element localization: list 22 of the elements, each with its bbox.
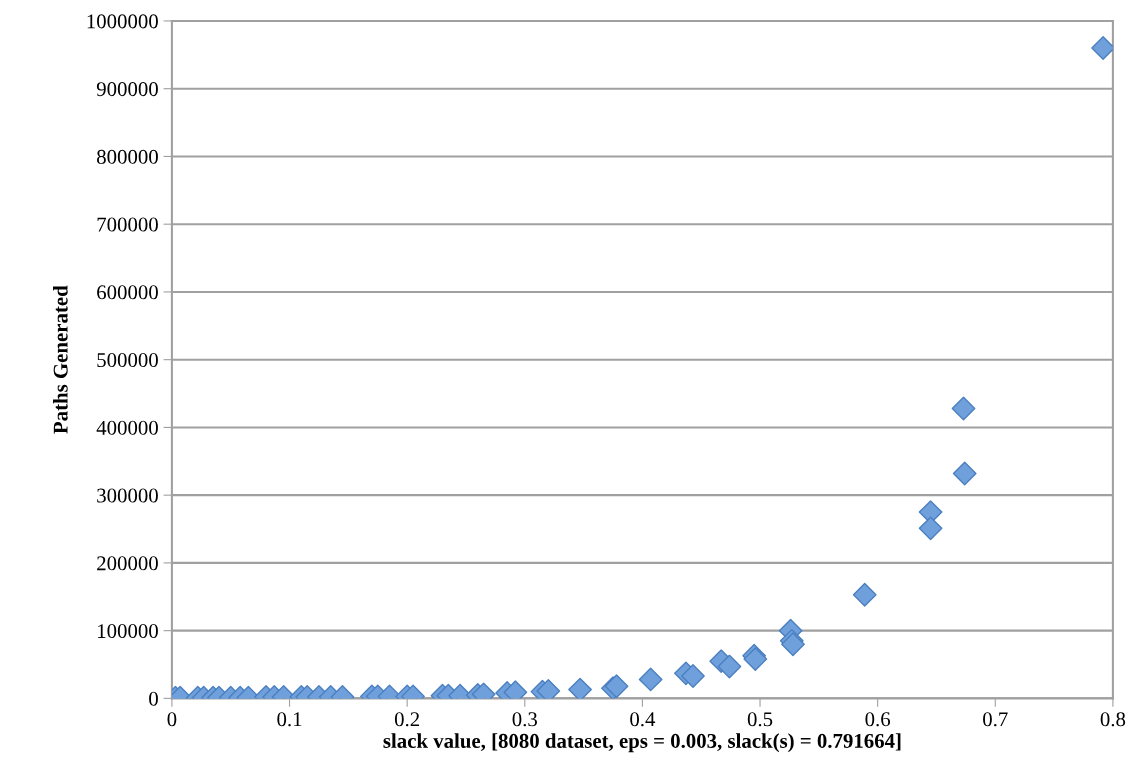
y-tick-label: 300000 xyxy=(97,488,158,503)
x-tick-label: 0.3 xyxy=(512,712,537,727)
y-tick-label: 1000000 xyxy=(87,14,158,29)
x-tick-label: 0 xyxy=(167,712,177,727)
y-tick-label: 500000 xyxy=(97,353,158,368)
y-tick-label: 600000 xyxy=(97,285,158,300)
x-tick-label: 0.4 xyxy=(630,712,656,727)
y-tick-label: 100000 xyxy=(98,624,158,639)
x-tick-label: 0.1 xyxy=(277,712,302,727)
y-axis-title: Paths Generated xyxy=(53,285,68,434)
x-tick-label: 0.5 xyxy=(747,712,773,727)
x-tick-label: 0.7 xyxy=(983,712,1008,727)
y-tick-label: 0 xyxy=(149,691,158,706)
y-tick-label: 700000 xyxy=(97,217,158,232)
x-tick-label: 0.8 xyxy=(1100,712,1126,727)
y-tick-label: 800000 xyxy=(97,149,158,164)
y-tick-label: 400000 xyxy=(96,420,158,435)
y-tick-label: 900000 xyxy=(96,82,158,97)
y-tick-label: 200000 xyxy=(97,556,158,571)
x-axis-title: slack value, [8080 dataset, eps = 0.003, slack(s) = 0.791664] xyxy=(383,733,901,753)
x-tick-label: 0.6 xyxy=(865,712,891,727)
x-tick-label: 0.2 xyxy=(394,712,420,727)
